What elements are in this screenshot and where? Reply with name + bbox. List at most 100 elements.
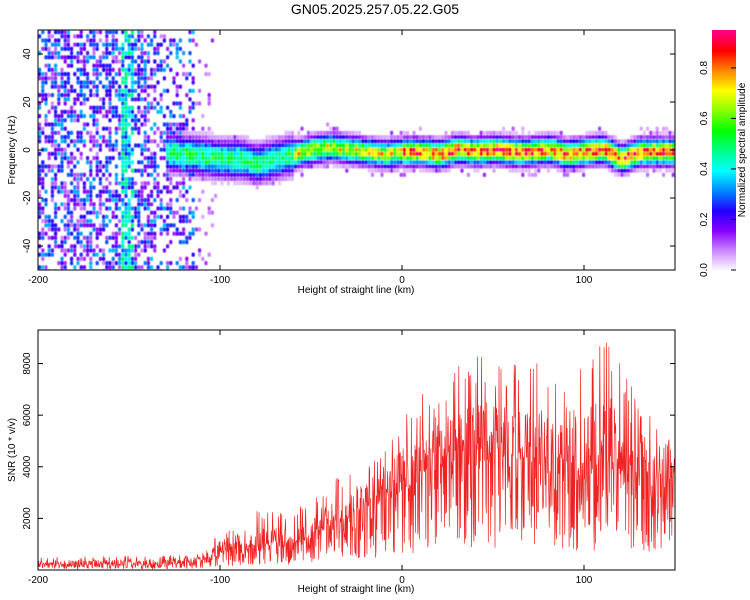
heatmap-cell <box>182 193 186 198</box>
heatmap-cell <box>166 223 170 228</box>
heatmap-cell <box>582 172 586 177</box>
heatmap-cell <box>41 160 45 165</box>
heatmap-cell <box>143 109 147 114</box>
heatmap-cell <box>246 168 250 173</box>
heatmap-cell <box>191 80 195 85</box>
heatmap-cell <box>108 206 112 211</box>
heatmap-cell <box>172 223 176 228</box>
heatmap-cell <box>492 130 496 135</box>
heatmap-cell <box>604 151 608 156</box>
heatmap-cell <box>166 261 170 266</box>
heatmap-cell <box>175 55 179 60</box>
heatmap-cell <box>41 206 45 211</box>
heatmap-cell <box>118 67 122 72</box>
heatmap-cell <box>620 160 624 165</box>
heatmap-cell <box>492 164 496 169</box>
colorbar-segment <box>712 182 736 185</box>
heatmap-cell <box>438 168 442 173</box>
heatmap-cell <box>425 168 429 173</box>
heatmap-cell <box>194 151 198 156</box>
heatmap-cell <box>175 42 179 47</box>
heatmap-cell <box>370 139 374 144</box>
heatmap-cell <box>70 63 74 68</box>
heatmap-cell <box>124 122 128 127</box>
heatmap-cell <box>111 38 115 43</box>
heatmap-cell <box>303 143 307 148</box>
heatmap-cell <box>127 143 131 148</box>
heatmap-cell <box>338 147 342 152</box>
colorbar-segment <box>712 90 736 93</box>
heatmap-cell <box>434 151 438 156</box>
heatmap-cell <box>255 185 259 190</box>
heatmap-cell <box>642 143 646 148</box>
snr-x-ticks: -200 -100 0 100 <box>28 330 593 586</box>
heatmap-cell <box>143 244 147 249</box>
heatmap-cell <box>70 261 74 266</box>
heatmap-cell <box>559 143 563 148</box>
heatmap-cell <box>70 156 74 161</box>
heatmap-cell <box>66 143 70 148</box>
heatmap-cell <box>623 172 627 177</box>
heatmap-cell <box>316 147 320 152</box>
heatmap-cell <box>188 164 192 169</box>
heatmap-cell <box>207 156 211 161</box>
heatmap-cell <box>338 156 342 161</box>
heatmap-cell <box>124 231 128 236</box>
heatmap-cell <box>601 135 605 140</box>
heatmap-cell <box>463 147 467 152</box>
heatmap-cell <box>223 156 227 161</box>
heatmap-cell <box>377 143 381 148</box>
heatmap-cell <box>169 151 173 156</box>
colorbar-segment <box>712 140 736 143</box>
heatmap-cell <box>460 135 464 140</box>
heatmap-cell <box>521 126 525 131</box>
heatmap-cell <box>233 147 237 152</box>
heatmap-cell <box>143 198 147 203</box>
heatmap-cell <box>236 151 240 156</box>
heatmap-cell <box>137 223 141 228</box>
heatmap-cell <box>175 168 179 173</box>
heatmap-cell <box>121 42 125 47</box>
heatmap-cell <box>188 156 192 161</box>
heatmap-cell <box>217 143 221 148</box>
heatmap-cell <box>89 105 93 110</box>
heatmap-cell <box>658 147 662 152</box>
heatmap-cell <box>102 219 106 224</box>
heatmap-cell <box>246 151 250 156</box>
heatmap-cell <box>351 164 355 169</box>
colorbar-segment <box>712 30 736 33</box>
heatmap-cell <box>297 147 301 152</box>
heatmap-cell <box>76 97 80 102</box>
heatmap-cell <box>460 156 464 161</box>
heatmap-cell <box>434 160 438 165</box>
heatmap-cell <box>281 135 285 140</box>
heatmap-cell <box>79 67 83 72</box>
heatmap-cell <box>470 135 474 140</box>
heatmap-cell <box>537 139 541 144</box>
heatmap-cell <box>57 38 61 43</box>
heatmap-cell <box>489 151 493 156</box>
heatmap-cell <box>428 143 432 148</box>
heatmap-cell <box>92 223 96 228</box>
heatmap-cell <box>242 139 246 144</box>
heatmap-cell <box>153 59 157 64</box>
heatmap-cell <box>54 206 58 211</box>
heatmap-cell <box>313 151 317 156</box>
heatmap-cell <box>76 76 80 81</box>
heatmap-cell <box>57 244 61 249</box>
heatmap-cell <box>143 248 147 253</box>
heatmap-cell <box>230 168 234 173</box>
heatmap-cell <box>671 160 675 165</box>
heatmap-cell <box>524 135 528 140</box>
heatmap-cell <box>166 139 170 144</box>
heatmap-cell <box>169 240 173 245</box>
heatmap-cell <box>89 55 93 60</box>
heatmap-cell <box>137 126 141 131</box>
heatmap-cell <box>537 143 541 148</box>
heatmap-cell <box>540 143 544 148</box>
heatmap-cell <box>73 114 77 119</box>
heatmap-cell <box>406 164 410 169</box>
heatmap-cell <box>626 160 630 165</box>
heatmap-cell <box>188 51 192 56</box>
heatmap-cell <box>66 156 70 161</box>
